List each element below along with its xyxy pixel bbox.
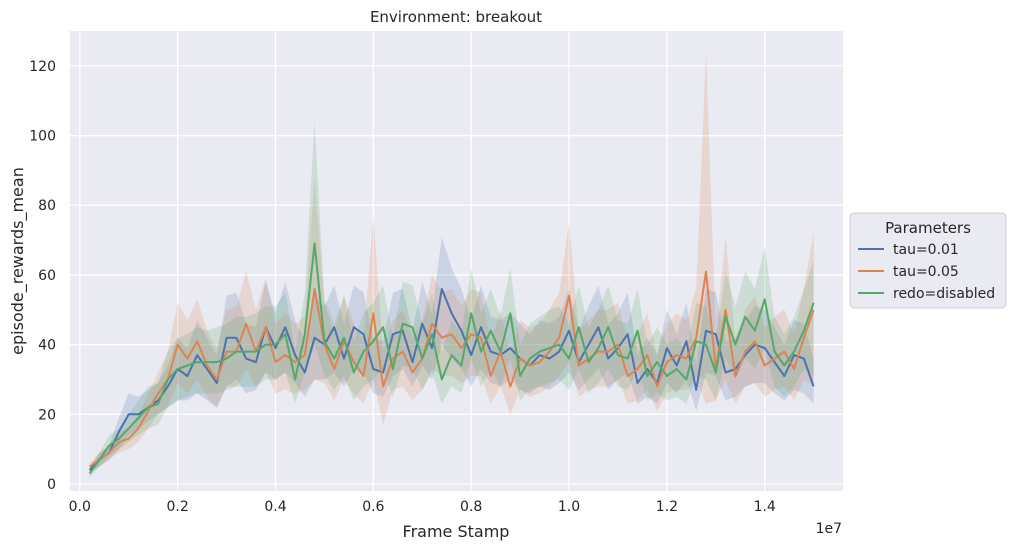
- y-tick-label: 60: [38, 268, 56, 284]
- confidence-band-2: [89, 51, 814, 471]
- legend-title: Parameters: [885, 219, 971, 237]
- y-axis-label: episode_rewards_mean: [8, 167, 28, 355]
- x-tick-label: 1.4: [754, 499, 776, 515]
- legend-label-2: tau=0.05: [893, 264, 959, 280]
- tick-labels: 0.0 0.2 0.4 0.6 0.8 1.0 1.2 1.4 0 20 40 60 80 100 120: [29, 59, 776, 515]
- legend-label-3: redo=disabled: [893, 286, 995, 302]
- x-axis-label: Frame Stamp: [403, 522, 510, 541]
- x-tick-label: 0.4: [264, 499, 286, 515]
- y-tick-label: 20: [38, 407, 56, 423]
- x-tick-label: 1.2: [656, 499, 678, 515]
- legend: Parameters tau=0.01 tau=0.05 redo=disabled: [849, 212, 1007, 309]
- y-tick-label: 40: [38, 338, 56, 354]
- x-tick-label: 0.0: [69, 499, 91, 515]
- series-line-2: [89, 270, 815, 468]
- chart-title: Environment: breakout: [370, 8, 542, 26]
- y-tick-label: 80: [38, 198, 56, 214]
- grid: [70, 31, 843, 491]
- legend-box: [849, 212, 1007, 309]
- series-line-1: [88, 287, 815, 471]
- y-tick-label: 100: [29, 129, 56, 145]
- series-line-3: [88, 242, 815, 475]
- y-tick-label: 120: [29, 59, 56, 75]
- x-tick-label: 0.6: [362, 499, 384, 515]
- series-lines: [88, 242, 815, 475]
- x-tick-label: 0.2: [167, 499, 189, 515]
- x-axis-offset-label: 1e7: [816, 521, 842, 537]
- x-tick-label: 1.0: [558, 499, 580, 515]
- y-tick-label: 0: [47, 477, 56, 493]
- legend-label-1: tau=0.01: [893, 242, 959, 258]
- x-tick-label: 0.8: [460, 499, 482, 515]
